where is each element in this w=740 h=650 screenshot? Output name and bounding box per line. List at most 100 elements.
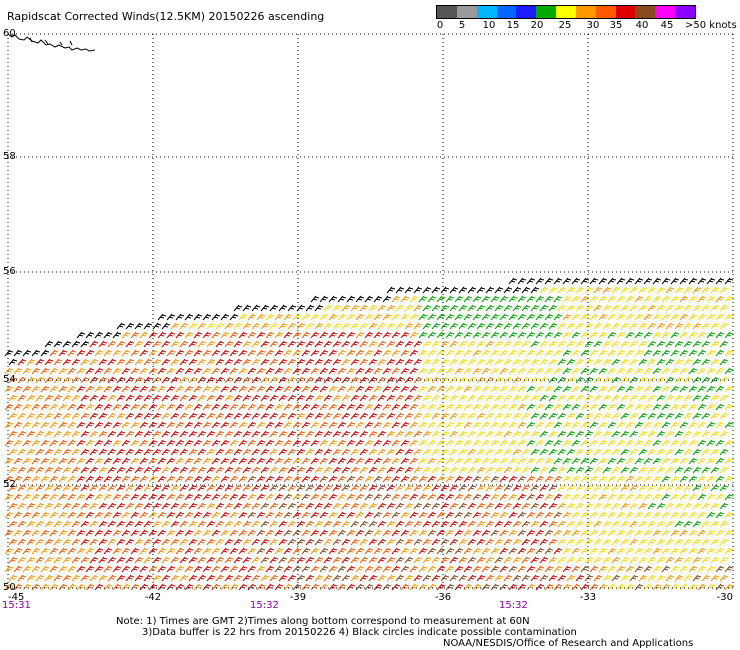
- wind-barb: [337, 295, 347, 303]
- wind-barb: [355, 439, 365, 447]
- wind-barb: [35, 412, 45, 420]
- wind-barb: [373, 511, 383, 519]
- wind-barb: [31, 421, 41, 429]
- wind-barb: [580, 457, 590, 465]
- wind-barb: [665, 574, 675, 582]
- wind-barb: [107, 466, 117, 474]
- wind-barb: [58, 385, 68, 393]
- wind-barb: [355, 313, 365, 321]
- wind-barb: [251, 484, 261, 492]
- wind-barb: [220, 439, 230, 447]
- wind-barb: [152, 358, 162, 366]
- wind-barb: [368, 412, 378, 420]
- wind-barb: [598, 385, 608, 393]
- wind-barb: [85, 583, 95, 591]
- wind-barb: [508, 313, 518, 321]
- wind-barb: [697, 511, 707, 519]
- wind-barb: [589, 367, 599, 375]
- wind-barb: [76, 367, 86, 375]
- wind-barb: [139, 385, 149, 393]
- wind-barb: [683, 322, 693, 330]
- wind-barb: [679, 331, 689, 339]
- wind-barb: [688, 277, 698, 285]
- wind-barb: [652, 565, 662, 573]
- wind-barb: [697, 349, 707, 357]
- wind-barb: [589, 313, 599, 321]
- wind-barb: [319, 313, 329, 321]
- wind-barb: [683, 286, 693, 294]
- wind-barb: [377, 322, 387, 330]
- wind-barb: [724, 277, 734, 285]
- wind-barb: [580, 349, 590, 357]
- wind-barb: [467, 412, 477, 420]
- wind-barb: [661, 439, 671, 447]
- wind-barb: [58, 421, 68, 429]
- wind-barb: [440, 430, 450, 438]
- wind-barb: [625, 583, 635, 591]
- wind-barb: [589, 277, 599, 285]
- wind-barb: [166, 511, 176, 519]
- wind-barb: [499, 565, 509, 573]
- wind-barb: [553, 421, 563, 429]
- wind-barb: [107, 520, 117, 528]
- wind-barb: [206, 520, 216, 528]
- wind-barb: [17, 556, 27, 564]
- wind-barb: [535, 349, 545, 357]
- wind-barb: [638, 340, 648, 348]
- wind-barb: [283, 349, 293, 357]
- wind-barb: [544, 331, 554, 339]
- wind-barb: [8, 430, 18, 438]
- wind-barb: [310, 547, 320, 555]
- wind-barb: [337, 313, 347, 321]
- wind-barb: [566, 502, 576, 510]
- wind-barb: [265, 547, 275, 555]
- wind-barb: [535, 385, 545, 393]
- wind-barb: [715, 439, 725, 447]
- wind-barb: [143, 394, 153, 402]
- wind-barb: [373, 403, 383, 411]
- wind-barb: [283, 547, 293, 555]
- wind-barb: [67, 493, 77, 501]
- wind-barb: [233, 358, 243, 366]
- wind-barb: [89, 520, 99, 528]
- wind-barb: [688, 475, 698, 483]
- wind-barb: [31, 493, 41, 501]
- wind-barb: [103, 529, 113, 537]
- wind-barb: [467, 448, 477, 456]
- wind-barb: [76, 403, 86, 411]
- wind-barb: [391, 493, 401, 501]
- wind-barb: [701, 484, 711, 492]
- wind-barb: [557, 394, 567, 402]
- wind-barb: [436, 529, 446, 537]
- wind-barb: [566, 574, 576, 582]
- wind-barb: [139, 331, 149, 339]
- wind-barb: [220, 349, 230, 357]
- wind-barb: [382, 295, 392, 303]
- wind-barb: [535, 277, 545, 285]
- wind-barb: [220, 583, 230, 591]
- wind-barb: [157, 457, 167, 465]
- wind-barb: [602, 376, 612, 384]
- wind-barb: [548, 520, 558, 528]
- wind-barb: [593, 502, 603, 510]
- wind-barb: [80, 394, 90, 402]
- wind-barb: [238, 475, 248, 483]
- wind-barb: [319, 475, 329, 483]
- wind-barb: [364, 421, 374, 429]
- wind-barb: [440, 322, 450, 330]
- wind-barb: [184, 349, 194, 357]
- wind-barb: [724, 439, 734, 447]
- wind-barb: [4, 565, 14, 573]
- wind-barb: [494, 484, 504, 492]
- wind-barb: [71, 466, 81, 474]
- wind-barb: [395, 448, 405, 456]
- wind-barb: [575, 520, 585, 528]
- wind-barb: [692, 304, 702, 312]
- wind-barb: [179, 358, 189, 366]
- wind-barb: [625, 367, 635, 375]
- wind-barb: [544, 421, 554, 429]
- wind-barb: [292, 457, 302, 465]
- wind-barb: [503, 448, 513, 456]
- wind-barb: [85, 349, 95, 357]
- wind-barb: [8, 412, 18, 420]
